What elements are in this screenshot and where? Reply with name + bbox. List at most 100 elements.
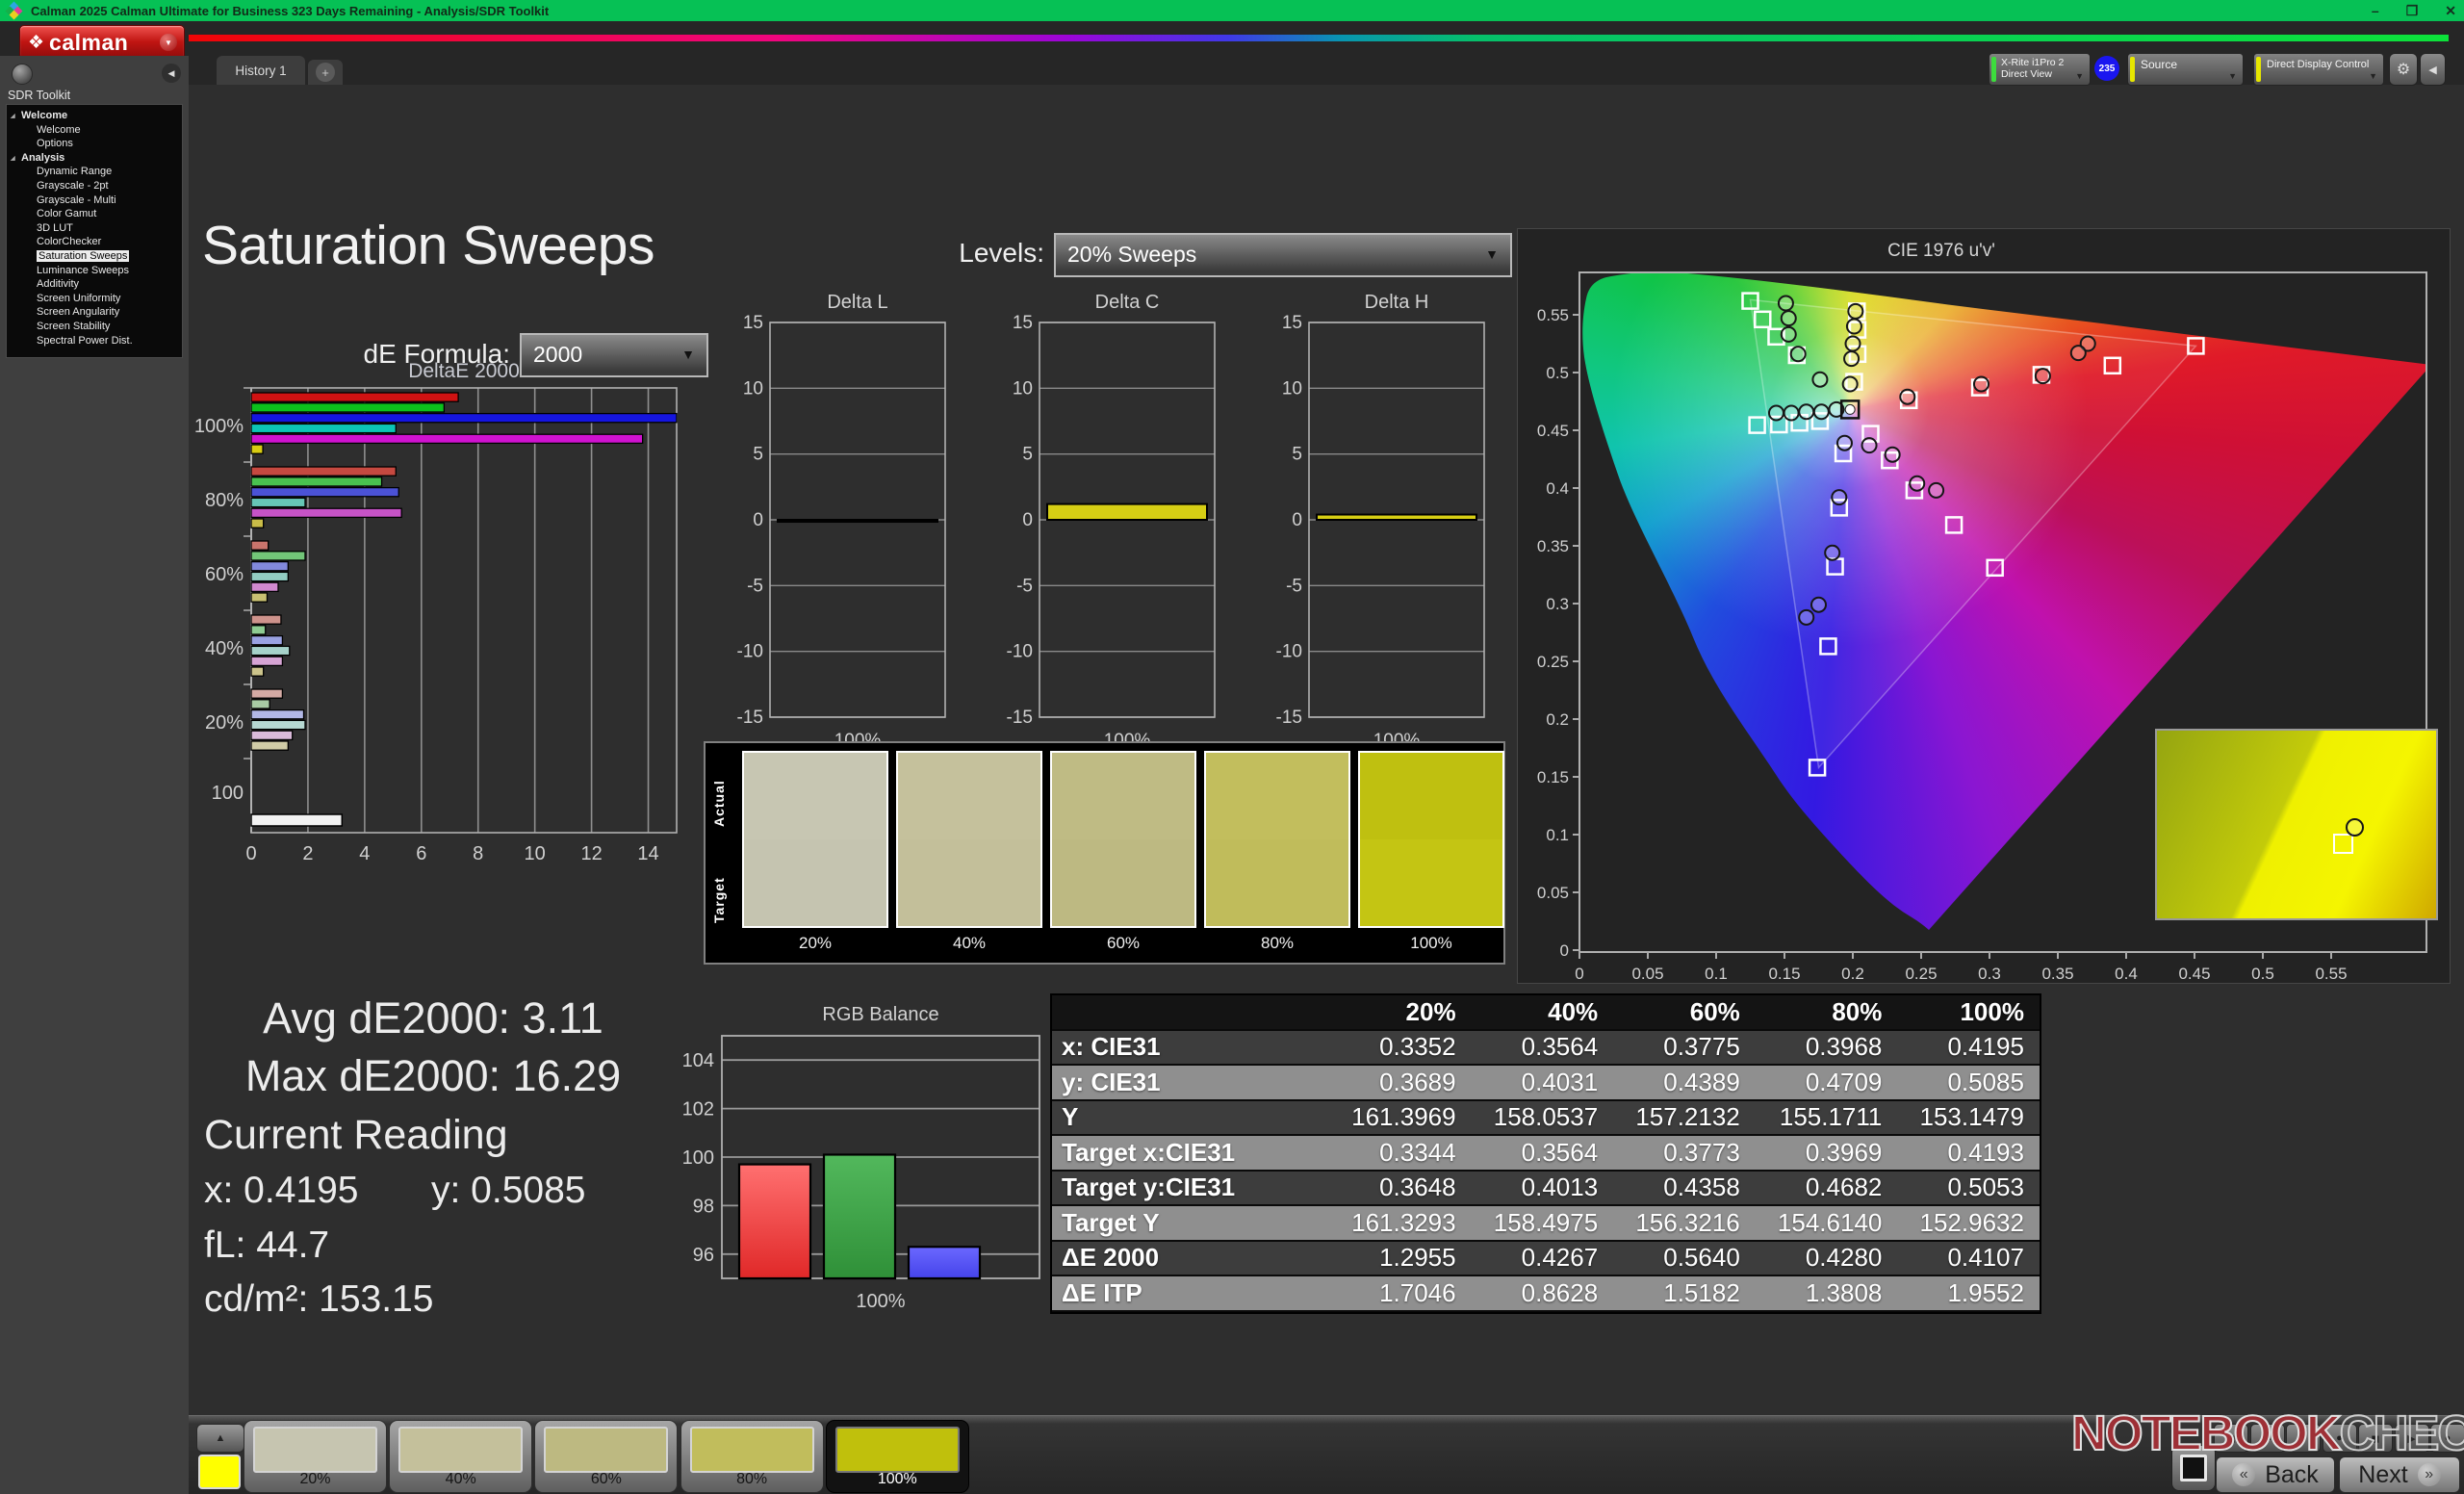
table-value-cell: 0.5085	[1897, 1068, 2040, 1097]
display-control-dropdown[interactable]: Direct Display Control ▼	[2253, 53, 2384, 86]
settings-button[interactable]: ⚙	[2389, 53, 2418, 86]
svg-text:60%: 60%	[205, 564, 244, 585]
table-row: Target Y161.3293158.4975156.3216154.6140…	[1052, 1206, 2040, 1242]
sidebar-item-analysis[interactable]: ◢Analysis	[7, 151, 182, 166]
sidebar-item-label: Spectral Power Dist.	[37, 335, 133, 347]
table-row: Y161.3969158.0537157.2132155.1711153.147…	[1052, 1101, 2040, 1137]
table-value-cell: 1.3808	[1756, 1278, 1898, 1308]
table-row: Target y:CIE310.36480.40130.43580.46820.…	[1052, 1172, 2040, 1207]
sidebar-item-additivity[interactable]: Additivity	[7, 277, 182, 292]
table-row: y: CIE310.36890.40310.43890.47090.5085	[1052, 1066, 2040, 1101]
expand-up-button[interactable]: ▲	[196, 1424, 244, 1453]
media-button-0[interactable]: ◼	[2214, 1424, 2248, 1453]
media-button-2[interactable]: ▼	[2286, 1424, 2321, 1453]
sidebar-item-screen-stability[interactable]: Screen Stability	[7, 320, 182, 334]
svg-text:102: 102	[682, 1099, 714, 1120]
table-value-cell: 0.4267	[1472, 1243, 1614, 1273]
rainbow-gradient-bar	[189, 35, 2449, 41]
calman-menu-button[interactable]: ❖ calman ▼	[19, 25, 185, 60]
media-button-1[interactable]: ▶	[2250, 1424, 2285, 1453]
media-button-4[interactable]: ◼	[2358, 1424, 2393, 1453]
sidebar-item-welcome[interactable]: Welcome	[7, 123, 182, 138]
sweep-level-button-60%[interactable]: 60%	[534, 1420, 678, 1493]
actual-label: Actual	[711, 760, 732, 847]
sidebar-item-label: Screen Angularity	[37, 306, 119, 318]
table-value-cell: 0.3352	[1329, 1032, 1472, 1062]
sidebar-item-dynamic-range[interactable]: Dynamic Range	[7, 165, 182, 179]
svg-text:0.25: 0.25	[1905, 965, 1937, 983]
svg-text:10: 10	[743, 378, 763, 399]
sidebar-item-label: Saturation Sweeps	[37, 250, 129, 262]
current-patch-swatch	[198, 1455, 241, 1489]
sidebar-item-color-gamut[interactable]: Color Gamut	[7, 207, 182, 221]
sweep-level-button-100%[interactable]: 100%	[826, 1420, 969, 1493]
table-row-label: x: CIE31	[1052, 1032, 1329, 1062]
svg-text:0.5: 0.5	[2251, 965, 2274, 983]
back-chevron-icon: «	[2232, 1463, 2255, 1486]
sidebar-item-grayscale-multi[interactable]: Grayscale - Multi	[7, 193, 182, 208]
sweep-level-button-40%[interactable]: 40%	[389, 1420, 532, 1493]
sidebar-item-label: 3D LUT	[37, 222, 73, 234]
minimize-button[interactable]: –	[2372, 3, 2379, 18]
sidebar-item-3d-lut[interactable]: 3D LUT	[7, 221, 182, 236]
sidebar-item-screen-angularity[interactable]: Screen Angularity	[7, 305, 182, 320]
tree-expand-icon[interactable]: ◢	[11, 152, 15, 167]
sidebar-item-welcome[interactable]: ◢Welcome	[7, 109, 182, 123]
sidebar-item-spectral-power-dist-[interactable]: Spectral Power Dist.	[7, 334, 182, 348]
up-arrow-icon: ▲	[216, 1432, 226, 1444]
sidebar-item-luminance-sweeps[interactable]: Luminance Sweeps	[7, 264, 182, 278]
close-button[interactable]: ✕	[2445, 3, 2456, 19]
sweep-button-label: 40%	[390, 1471, 531, 1488]
table-value-cell: 154.6140	[1756, 1208, 1898, 1238]
calman-dropdown-icon[interactable]: ▼	[160, 34, 177, 51]
add-tab-button[interactable]: +	[308, 60, 343, 85]
media-button-5[interactable]: ▶	[2395, 1424, 2429, 1453]
svg-text:15: 15	[743, 313, 763, 333]
target-swatch	[898, 839, 1040, 926]
svg-text:0.45: 0.45	[2178, 965, 2210, 983]
tree-expand-icon[interactable]: ◢	[11, 110, 15, 124]
table-value-cell: 0.4013	[1472, 1172, 1614, 1202]
table-row-label: ΔE ITP	[1052, 1278, 1329, 1308]
table-value-cell: 161.3293	[1329, 1208, 1472, 1238]
cie-zoom-inset	[2155, 729, 2438, 920]
svg-text:-15: -15	[1276, 708, 1302, 728]
table-value-cell: 0.4193	[1897, 1138, 2040, 1168]
restore-button[interactable]: ❐	[2406, 3, 2419, 19]
sidebar-item-options[interactable]: Options	[7, 137, 182, 151]
source-dropdown[interactable]: Source ▼	[2127, 53, 2244, 86]
media-glyph-icon: ●	[2445, 1432, 2451, 1444]
sidebar-item-screen-uniformity[interactable]: Screen Uniformity	[7, 292, 182, 306]
stop-button[interactable]	[2171, 1445, 2216, 1491]
table-value-cell: 156.3216	[1613, 1208, 1756, 1238]
back-button[interactable]: « Back	[2216, 1456, 2335, 1493]
sidebar-dot-button[interactable]	[12, 64, 33, 85]
media-button-6[interactable]: ●	[2430, 1424, 2464, 1453]
sidebar-item-saturation-sweeps[interactable]: Saturation Sweeps	[7, 249, 182, 264]
sidebar-item-label: Grayscale - Multi	[37, 194, 116, 206]
tab-history[interactable]: History 1	[217, 56, 305, 85]
measurement-table: 20%40%60%80%100%x: CIE310.33520.35640.37…	[1050, 993, 2041, 1314]
actual-swatch	[1206, 753, 1348, 839]
media-glyph-icon: ▶	[2263, 1432, 2271, 1445]
deltaE2000-bar-chart: DeltaE 200002468101214100%80%60%40%20%10…	[192, 362, 717, 882]
meter-line1: X-Rite i1Pro 2	[2001, 57, 2090, 68]
sidebar-collapse-button[interactable]: ◀	[162, 64, 181, 83]
sweep-level-button-80%[interactable]: 80%	[680, 1420, 824, 1493]
media-button-3[interactable]: ●	[2323, 1424, 2357, 1453]
table-header-cell: 100%	[1897, 997, 2040, 1027]
svg-text:0: 0	[753, 510, 763, 530]
table-row-label: Target y:CIE31	[1052, 1172, 1329, 1202]
sweep-level-button-20%[interactable]: 20%	[244, 1420, 387, 1493]
sidebar-item-colorchecker[interactable]: ColorChecker	[7, 235, 182, 249]
meter-dropdown[interactable]: X-Rite i1Pro 2 Direct View ▼	[1989, 53, 2091, 86]
svg-text:Delta C: Delta C	[1095, 292, 1160, 313]
media-glyph-icon: ◼	[2226, 1432, 2235, 1445]
table-value-cell: 0.3564	[1472, 1138, 1614, 1168]
svg-text:0.3: 0.3	[1978, 965, 2001, 983]
next-button[interactable]: Next »	[2339, 1456, 2460, 1493]
levels-select[interactable]: 20% Sweeps ▼	[1054, 233, 1512, 277]
svg-text:-5: -5	[1016, 576, 1033, 596]
collapse-panel-button[interactable]: ◀	[2420, 53, 2446, 86]
sidebar-item-grayscale-2pt[interactable]: Grayscale - 2pt	[7, 179, 182, 193]
